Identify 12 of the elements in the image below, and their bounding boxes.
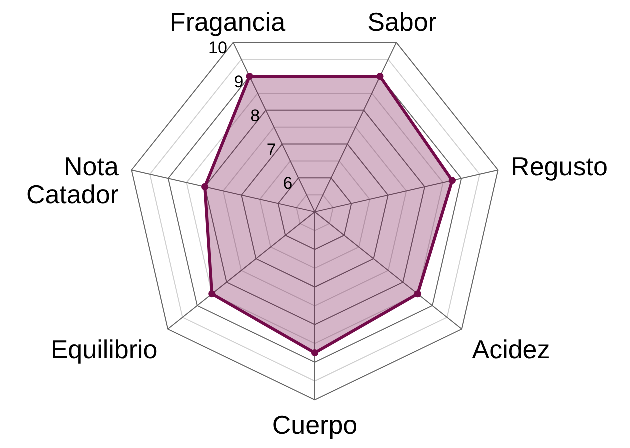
y-tick-label: 8 bbox=[250, 106, 260, 126]
spoke-label: Cuerpo bbox=[272, 410, 358, 440]
spoke-label: Regusto bbox=[511, 151, 608, 182]
y-tick-label: 9 bbox=[234, 72, 244, 92]
spoke-label: Equilibrio bbox=[50, 334, 158, 364]
spoke-label: Fragancia bbox=[170, 6, 286, 37]
spoke-label: Nota Catador bbox=[26, 151, 120, 210]
y-tick-label: 10 bbox=[208, 38, 228, 58]
y-tick-label: 7 bbox=[266, 140, 276, 160]
spoke-label: Acidez bbox=[472, 334, 550, 364]
y-tick-label: 6 bbox=[283, 174, 293, 194]
spoke-label: Sabor bbox=[368, 6, 438, 37]
